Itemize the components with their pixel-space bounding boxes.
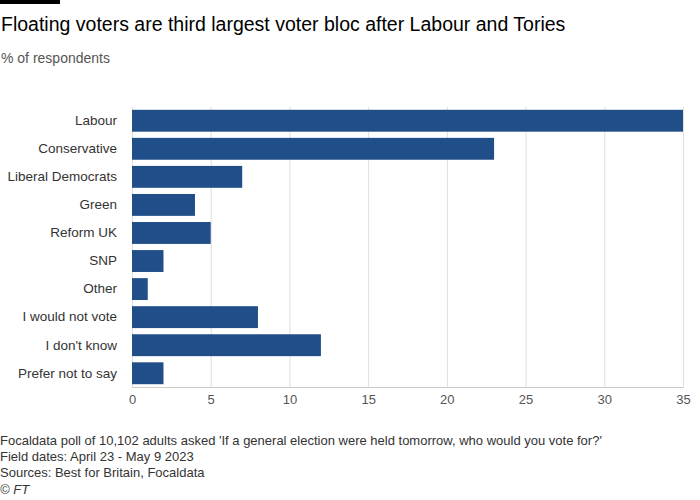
category-label: Green — [79, 197, 117, 212]
y-tick: Green — [79, 197, 117, 212]
chart: Floating voters are third largest voter … — [0, 0, 700, 500]
y-axis-line — [132, 108, 133, 388]
category-label: Prefer not to say — [18, 366, 117, 381]
y-tick: I would not vote — [22, 309, 117, 324]
x-tick-label: 25 — [519, 392, 533, 407]
grid-line — [683, 107, 684, 387]
bar — [132, 166, 242, 188]
category-label: Labour — [75, 113, 118, 128]
brand-bar — [0, 0, 60, 4]
x-tick-label: 10 — [283, 392, 297, 407]
grid-line — [604, 107, 605, 387]
y-tick: Other — [83, 281, 117, 296]
footnote: Sources: Best for Britain, Focaldata — [0, 465, 205, 480]
grid-line — [526, 107, 527, 387]
bar — [132, 334, 321, 356]
x-tick-label: 20 — [440, 392, 454, 407]
y-tick: I don't know — [45, 338, 117, 353]
x-tick-label: 15 — [361, 392, 375, 407]
bar — [132, 278, 148, 300]
x-tick: 30 — [598, 107, 612, 407]
subtitle: % of respondents — [1, 50, 110, 66]
category-label: SNP — [89, 253, 117, 268]
footnote: Field dates: April 23 - May 9 2023 — [0, 449, 194, 464]
title: Floating voters are third largest voter … — [1, 13, 566, 35]
x-tick: 35 — [676, 107, 690, 407]
y-tick: Prefer not to say — [18, 366, 117, 381]
y-tick: Conservative — [38, 141, 117, 156]
bar — [132, 138, 494, 160]
x-tick-label: 0 — [129, 392, 136, 407]
footnote: Focaldata poll of 10,102 adults asked 'I… — [0, 433, 602, 448]
x-tick-label: 5 — [208, 392, 215, 407]
bar — [132, 222, 211, 244]
y-tick: SNP — [89, 253, 117, 268]
bar — [132, 110, 683, 132]
x-axis-line — [133, 387, 684, 388]
y-tick: Labour — [75, 113, 118, 128]
bars — [132, 110, 683, 384]
category-label: Reform UK — [50, 225, 117, 240]
category-label: I would not vote — [22, 309, 117, 324]
bar — [132, 306, 258, 328]
y-axis: Labour Conservative Liberal Democrats Green… — [7, 108, 132, 388]
footnote: © FT — [0, 482, 30, 497]
x-tick-label: 30 — [598, 392, 612, 407]
category-label: Conservative — [38, 141, 117, 156]
y-tick: Reform UK — [50, 225, 117, 240]
x-tick-label: 35 — [676, 392, 690, 407]
bar — [132, 194, 195, 216]
x-tick: 25 — [519, 107, 533, 407]
category-label: I don't know — [45, 338, 117, 353]
x-axis: 0 5 10 15 20 25 30 35 — [129, 107, 691, 407]
bar — [132, 250, 163, 272]
category-label: Liberal Democrats — [7, 169, 117, 184]
y-tick: Liberal Democrats — [7, 169, 117, 184]
category-label: Other — [83, 281, 117, 296]
bar — [132, 362, 163, 384]
